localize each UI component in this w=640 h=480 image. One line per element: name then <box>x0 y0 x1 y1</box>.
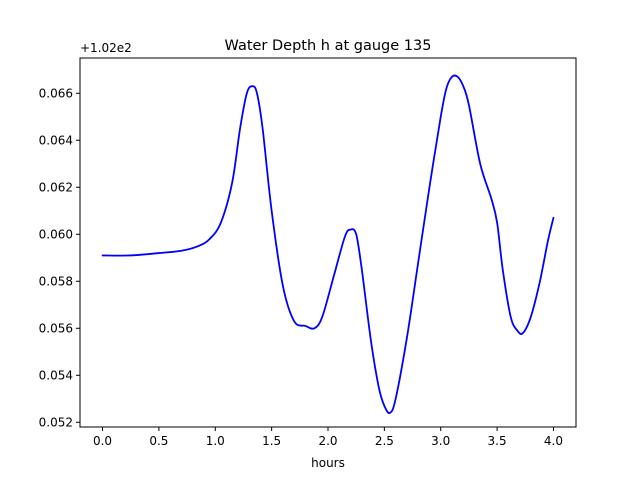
line-chart: Water Depth h at gauge 135 +1.02e2 0.0 0.… <box>0 0 640 480</box>
y-tick-label: 0.062 <box>39 180 73 194</box>
figure-background <box>0 0 640 480</box>
y-tick-label: 0.066 <box>39 86 73 100</box>
x-tick-label: 2.0 <box>318 434 337 448</box>
x-tick-label: 1.0 <box>206 434 225 448</box>
y-tick-label: 0.064 <box>39 133 73 147</box>
y-tick-label: 0.058 <box>39 274 73 288</box>
x-tick-label: 3.5 <box>488 434 507 448</box>
x-tick-label: 0.5 <box>149 434 168 448</box>
x-tick-label: 1.5 <box>262 434 281 448</box>
x-tick-label: 4.0 <box>544 434 563 448</box>
y-tick-label: 0.056 <box>39 321 73 335</box>
chart-title: Water Depth h at gauge 135 <box>225 38 432 54</box>
y-axis-offset-label: +1.02e2 <box>80 41 132 55</box>
x-tick-label: 2.5 <box>375 434 394 448</box>
x-tick-label: 3.0 <box>431 434 450 448</box>
x-axis-label: hours <box>311 456 345 470</box>
x-tick-label: 0.0 <box>93 434 112 448</box>
y-tick-label: 0.054 <box>39 368 73 382</box>
y-tick-label: 0.060 <box>39 227 73 241</box>
y-tick-label: 0.052 <box>39 415 73 429</box>
